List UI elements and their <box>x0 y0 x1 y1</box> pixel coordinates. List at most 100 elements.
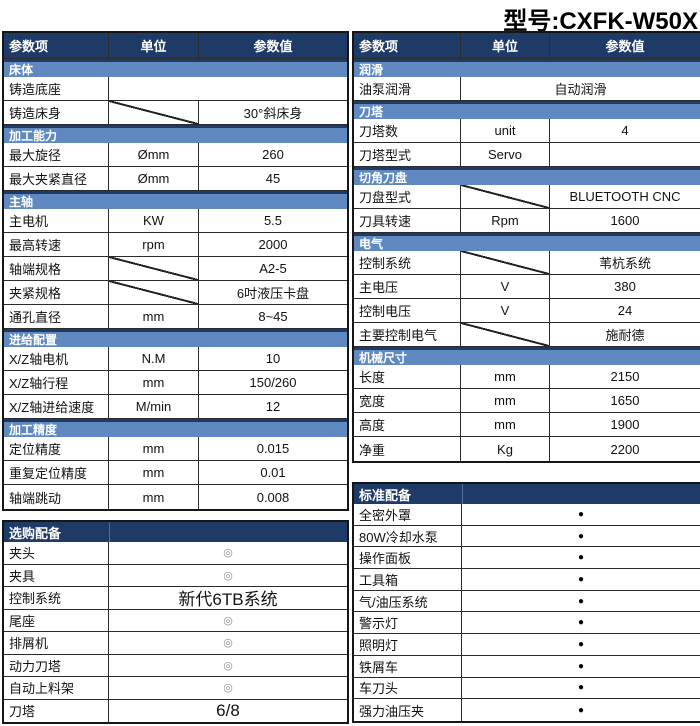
param-value: 6吋液压卡盘 <box>236 286 310 301</box>
param-value: 10 <box>265 351 281 366</box>
param-unit: Kg <box>461 437 550 461</box>
table-row: 排屑机 ◎ <box>4 632 347 655</box>
equipment-value: 新代6TB系统 <box>178 590 278 609</box>
param-unit: mm <box>461 413 550 436</box>
table-row: 通孔直径 mm 8~45 <box>4 305 347 329</box>
table-row: 轴端规格 A2-5 <box>4 257 347 281</box>
diagonal-na-cell <box>109 281 199 304</box>
param-unit: M/min <box>109 395 199 418</box>
equipment-label: 强力油压夹 <box>354 699 462 721</box>
standard-dot: ● <box>577 660 585 672</box>
table-row: 尾座 ◎ <box>4 609 347 632</box>
param-unit: mm <box>109 461 199 484</box>
param-value: 150/260 <box>249 375 297 390</box>
param-label: 铸造床身 <box>4 101 109 124</box>
standard-equipment-table: 标准配备 全密外罩 ● 80W冷却水泵 ● 操作面板 ● 工具箱 ● 气/油压系统 ● 警示灯 ● 照明灯… <box>352 482 700 723</box>
table-row: 定位精度 mm 0.015 <box>4 437 347 461</box>
param-label: 油泵润滑 <box>354 77 461 100</box>
table-row: 动力刀塔 ◎ <box>4 654 347 677</box>
section-header: 电气 <box>354 233 700 251</box>
equipment-label: 尾座 <box>4 609 109 631</box>
table-row: 控制系统 苇杭系统 <box>354 251 700 275</box>
param-unit: N.M <box>109 347 199 370</box>
param-label: 净重 <box>354 437 461 461</box>
param-label: 刀塔数 <box>354 119 461 142</box>
param-label: X/Z轴电机 <box>4 347 109 370</box>
param-label: 控制电压 <box>354 299 461 322</box>
standard-dot: ● <box>577 704 585 716</box>
column-header: 单位 <box>461 33 550 58</box>
param-label: 重复定位精度 <box>4 461 109 484</box>
equipment-label: 动力刀塔 <box>4 654 109 676</box>
param-value: 1650 <box>610 393 640 408</box>
section-header: 主轴 <box>4 191 347 209</box>
diagonal-na-cell <box>461 251 550 274</box>
param-label: 夹紧规格 <box>4 281 109 304</box>
standard-dot: ● <box>577 638 585 650</box>
param-label: 轴端规格 <box>4 257 109 280</box>
param-unit: mm <box>109 485 199 509</box>
column-header: 单位 <box>109 33 199 58</box>
param-value: 1900 <box>610 417 640 432</box>
table-row: 80W冷却水泵 ● <box>354 525 700 548</box>
table-row: X/Z轴电机 N.M 10 <box>4 347 347 371</box>
table-row: 操作面板 ● <box>354 547 700 570</box>
table-row: 铸造底座 <box>4 77 347 101</box>
param-unit: Servo <box>461 143 550 166</box>
diagonal-na-cell <box>109 101 199 124</box>
param-value: 2200 <box>610 441 640 457</box>
param-label: 通孔直径 <box>4 305 109 328</box>
table-row: 刀塔数 unit 4 <box>354 119 700 143</box>
param-value: 8~45 <box>258 309 288 324</box>
equipment-label: 自动上料架 <box>4 677 109 699</box>
table-row: 最高转速 rpm 2000 <box>4 233 347 257</box>
table-row: 自动上料架 ◎ <box>4 677 347 700</box>
equipment-label: 夹具 <box>4 564 109 586</box>
standard-dot: ● <box>577 508 585 520</box>
table-row: 铁屑车 ● <box>354 655 700 678</box>
param-value: 30°斜床身 <box>243 106 303 121</box>
equipment-label: 控制系统 <box>4 587 109 609</box>
table-row: 主要控制电气 施耐德 <box>354 323 700 347</box>
section-header: 刀塔 <box>354 101 700 119</box>
column-header: 参数项 <box>4 33 109 58</box>
table-row: 最大夹紧直径 Ømm 45 <box>4 167 347 191</box>
table-row: 照明灯 ● <box>354 634 700 656</box>
param-unit: mm <box>109 437 199 460</box>
table-row: 控制电压 V 24 <box>354 299 700 323</box>
param-value: 施耐德 <box>605 328 645 343</box>
table-row: 全密外罩 ● <box>354 504 700 526</box>
table-row: 铸造床身 30°斜床身 <box>4 101 347 125</box>
table-row: 刀塔型式 Servo <box>354 143 700 167</box>
table-row: 车刀头 ● <box>354 677 700 700</box>
param-label: 刀具转速 <box>354 209 461 232</box>
param-unit: unit <box>461 119 550 142</box>
table-row: 强力油压夹 ● <box>354 699 700 721</box>
param-value: 12 <box>265 399 281 414</box>
param-value: 2150 <box>610 369 640 384</box>
table-row: 最大旋径 Ømm 260 <box>4 143 347 167</box>
param-value: 自动润滑 <box>554 82 607 97</box>
table-row: 重复定位精度 mm 0.01 <box>4 461 347 485</box>
param-value <box>109 77 347 100</box>
param-label: 高度 <box>354 413 461 436</box>
section-header: 机械尺寸 <box>354 347 700 365</box>
param-label: 主电机 <box>4 209 109 232</box>
standard-dot: ● <box>577 573 585 585</box>
optional-equipment-table: 选购配备 夹头 ◎ 夹具 ◎ 控制系统 新代6TB系统 尾座 ◎ 排屑机 ◎ 动力刀塔 ◎ 自动上料架 ◎ 刀… <box>2 520 349 724</box>
diagonal-na-cell <box>461 323 550 346</box>
table-row: 刀具转速 Rpm 1600 <box>354 209 700 233</box>
table-row: 气/油压系统 ● <box>354 590 700 613</box>
diagonal-na-cell <box>461 185 550 208</box>
param-unit: Ømm <box>109 167 199 190</box>
section-header: 床体 <box>4 59 347 77</box>
column-header: 参数值 <box>253 39 293 54</box>
param-unit: V <box>461 275 550 298</box>
column-header: 参数项 <box>354 33 461 58</box>
param-value: A2-5 <box>259 261 287 276</box>
section-header: 切角刀盘 <box>354 167 700 185</box>
param-unit: KW <box>109 209 199 232</box>
param-label: 最高转速 <box>4 233 109 256</box>
equipment-label: 刀塔 <box>4 699 109 722</box>
left-spec-table: 参数项 单位 参数值 床体 铸造底座 铸造床身 30°斜床身 加工能力 最大旋径 Ømm 260 最大… <box>2 31 349 511</box>
